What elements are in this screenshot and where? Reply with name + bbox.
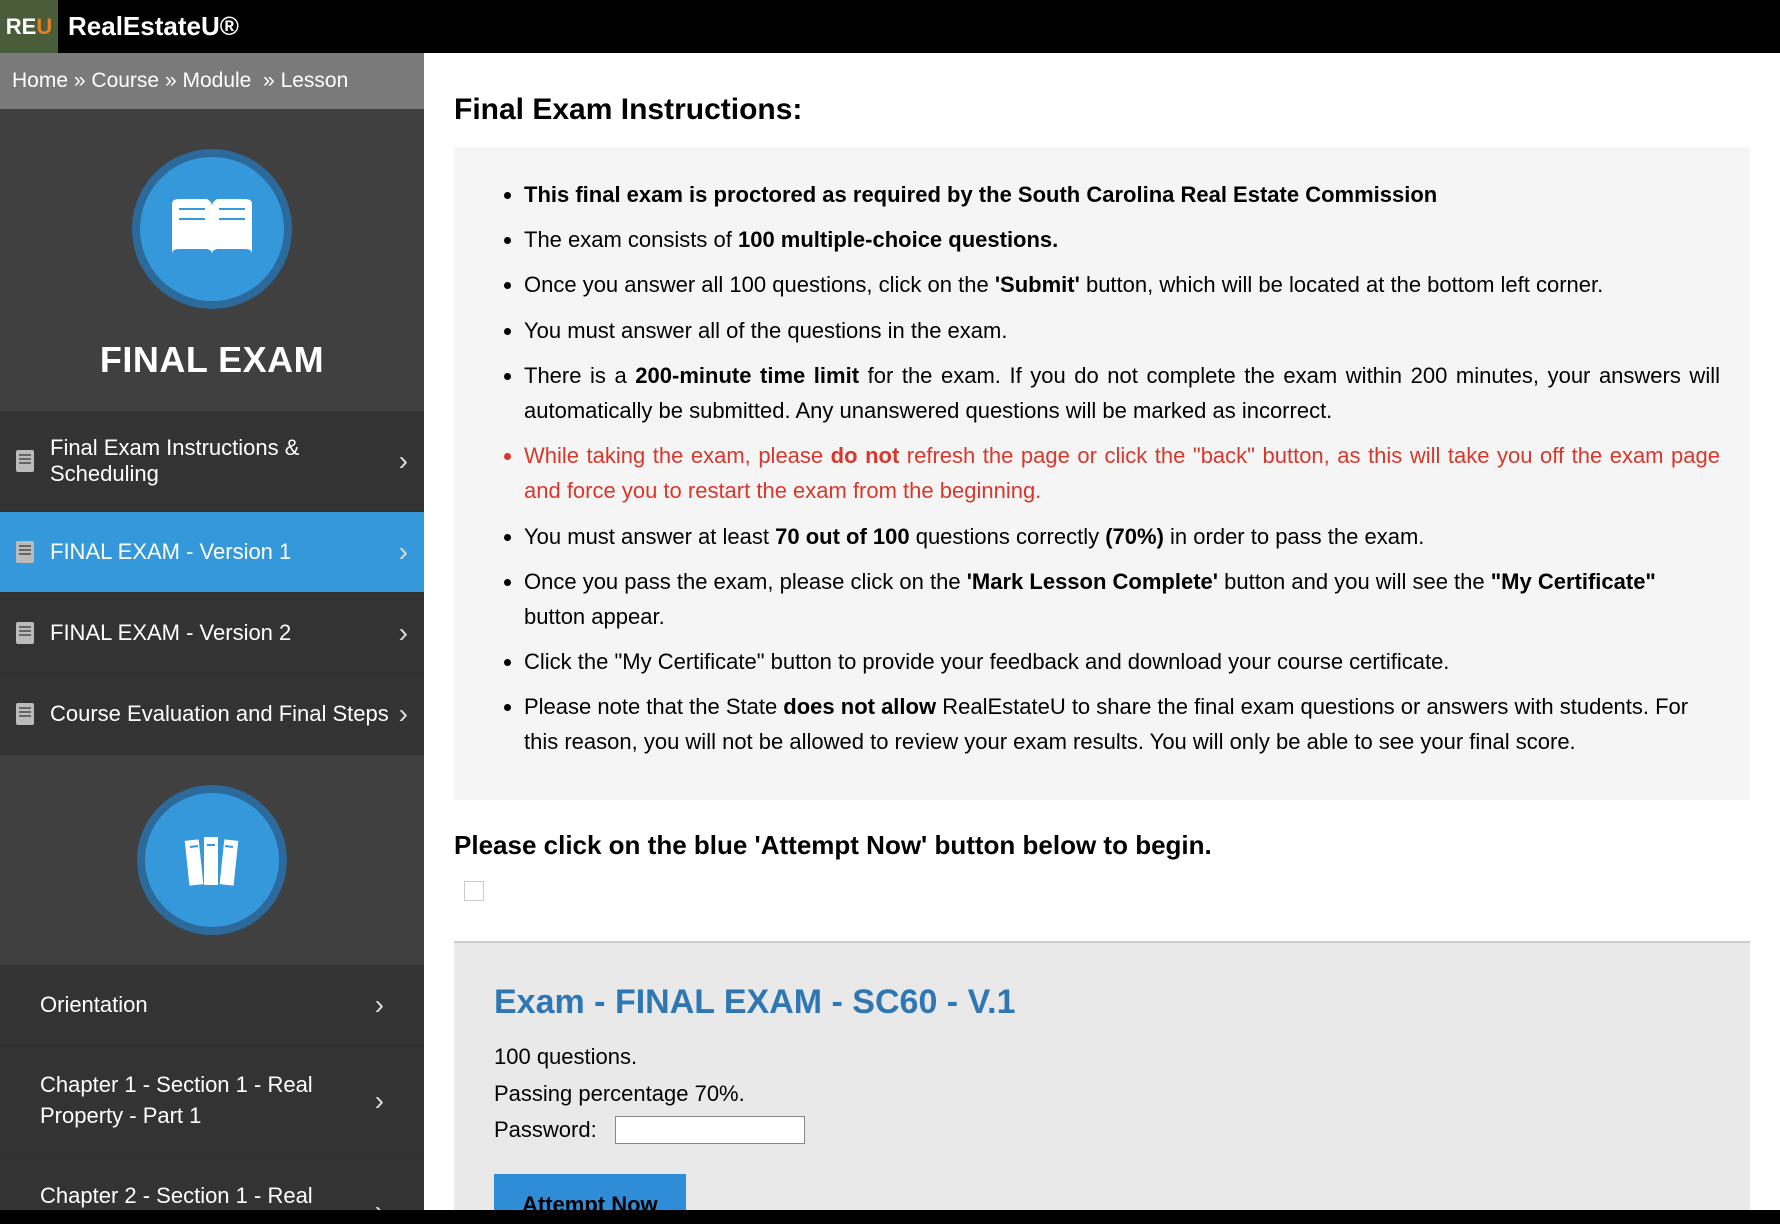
bottombar: [0, 1210, 1780, 1224]
sidebar-item-final-exam-v2[interactable]: FINAL EXAM - Version 2 ›: [0, 593, 424, 674]
book-icon: [132, 149, 292, 309]
instruction-item: This final exam is proctored as required…: [524, 177, 1720, 212]
exam-passing: Passing percentage 70%.: [494, 1077, 1710, 1110]
sidebar: Home » Course » Module » Lesson FINAL EX…: [0, 53, 424, 1210]
logo[interactable]: REU: [0, 0, 58, 53]
instruction-item-warning: While taking the exam, please do not ref…: [524, 438, 1720, 508]
sidebar-item-label: Chapter 2 - Section 1 - Real Property - …: [40, 1181, 360, 1210]
begin-prompt: Please click on the blue 'Attempt Now' b…: [454, 830, 1750, 861]
main-content: Final Exam Instructions: This final exam…: [424, 53, 1780, 1210]
sidebar-item-label: Final Exam Instructions & Scheduling: [50, 435, 399, 487]
breadcrumb-module[interactable]: Module: [182, 69, 251, 92]
chevron-right-icon: ›: [375, 1195, 384, 1210]
sidebar-item-label: FINAL EXAM - Version 1: [50, 539, 291, 565]
breadcrumb-home[interactable]: Home: [12, 69, 68, 92]
chevron-right-icon: ›: [375, 989, 384, 1021]
exam-questions: 100 questions.: [494, 1040, 1710, 1073]
sidebar-hero-title: FINAL EXAM: [0, 339, 424, 381]
sidebar-item-label: Orientation: [40, 990, 148, 1021]
sidebar-item-final-exam-v1[interactable]: FINAL EXAM - Version 1 ›: [0, 512, 424, 593]
breadcrumb-sep: »: [165, 69, 177, 92]
sidebar-item-label: Course Evaluation and Final Steps: [50, 701, 389, 727]
checkbox-placeholder[interactable]: [464, 881, 484, 901]
books-icon: [137, 785, 287, 935]
breadcrumb-sep: »: [263, 69, 275, 92]
breadcrumb-course[interactable]: Course: [91, 69, 159, 92]
topbar: REU RealEstateU®: [0, 0, 1780, 53]
password-label: Password:: [494, 1117, 597, 1143]
instruction-item: Click the "My Certificate" button to pro…: [524, 644, 1720, 679]
sidebar-item-instructions[interactable]: Final Exam Instructions & Scheduling ›: [0, 411, 424, 512]
instruction-item: Once you pass the exam, please click on …: [524, 564, 1720, 634]
instruction-item: The exam consists of 100 multiple-choice…: [524, 222, 1720, 257]
page-title: Final Exam Instructions:: [454, 93, 1750, 127]
exam-title: Exam - FINAL EXAM - SC60 - V.1: [494, 983, 1710, 1022]
exam-card: Exam - FINAL EXAM - SC60 - V.1 100 quest…: [454, 941, 1750, 1210]
document-icon: [16, 703, 34, 725]
sidebar-item-label: Chapter 1 - Section 1 - Real Property - …: [40, 1070, 360, 1132]
sidebar-item-label: FINAL EXAM - Version 2: [50, 620, 291, 646]
sidebar-item-chapter-1[interactable]: Chapter 1 - Section 1 - Real Property - …: [0, 1046, 424, 1157]
attempt-now-button[interactable]: Attempt Now: [494, 1174, 686, 1210]
logo-u: U: [36, 14, 52, 40]
document-icon: [16, 450, 34, 472]
sidebar-secondary-hero: [0, 755, 424, 965]
chevron-right-icon: ›: [375, 1085, 384, 1117]
breadcrumb: Home » Course » Module » Lesson: [0, 53, 424, 109]
brand-name: RealEstateU®: [68, 11, 239, 42]
instruction-item: You must answer at least 70 out of 100 q…: [524, 519, 1720, 554]
sidebar-item-chapter-2[interactable]: Chapter 2 - Section 1 - Real Property - …: [0, 1157, 424, 1210]
instructions-box: This final exam is proctored as required…: [454, 147, 1750, 800]
breadcrumb-sep: »: [74, 69, 86, 92]
chevron-right-icon: ›: [399, 536, 408, 568]
chevron-right-icon: ›: [399, 698, 408, 730]
document-icon: [16, 541, 34, 563]
sidebar-item-orientation[interactable]: Orientation ›: [0, 965, 424, 1046]
logo-re: RE: [6, 14, 37, 40]
sidebar-hero: FINAL EXAM: [0, 109, 424, 411]
chevron-right-icon: ›: [399, 617, 408, 649]
sidebar-item-course-eval[interactable]: Course Evaluation and Final Steps ›: [0, 674, 424, 755]
chevron-right-icon: ›: [399, 445, 408, 477]
instruction-item: There is a 200-minute time limit for the…: [524, 358, 1720, 428]
breadcrumb-lesson[interactable]: Lesson: [281, 69, 349, 92]
document-icon: [16, 622, 34, 644]
instruction-item: You must answer all of the questions in …: [524, 313, 1720, 348]
instruction-item: Once you answer all 100 questions, click…: [524, 267, 1720, 302]
instruction-item: Please note that the State does not allo…: [524, 689, 1720, 759]
password-input[interactable]: [615, 1116, 805, 1144]
